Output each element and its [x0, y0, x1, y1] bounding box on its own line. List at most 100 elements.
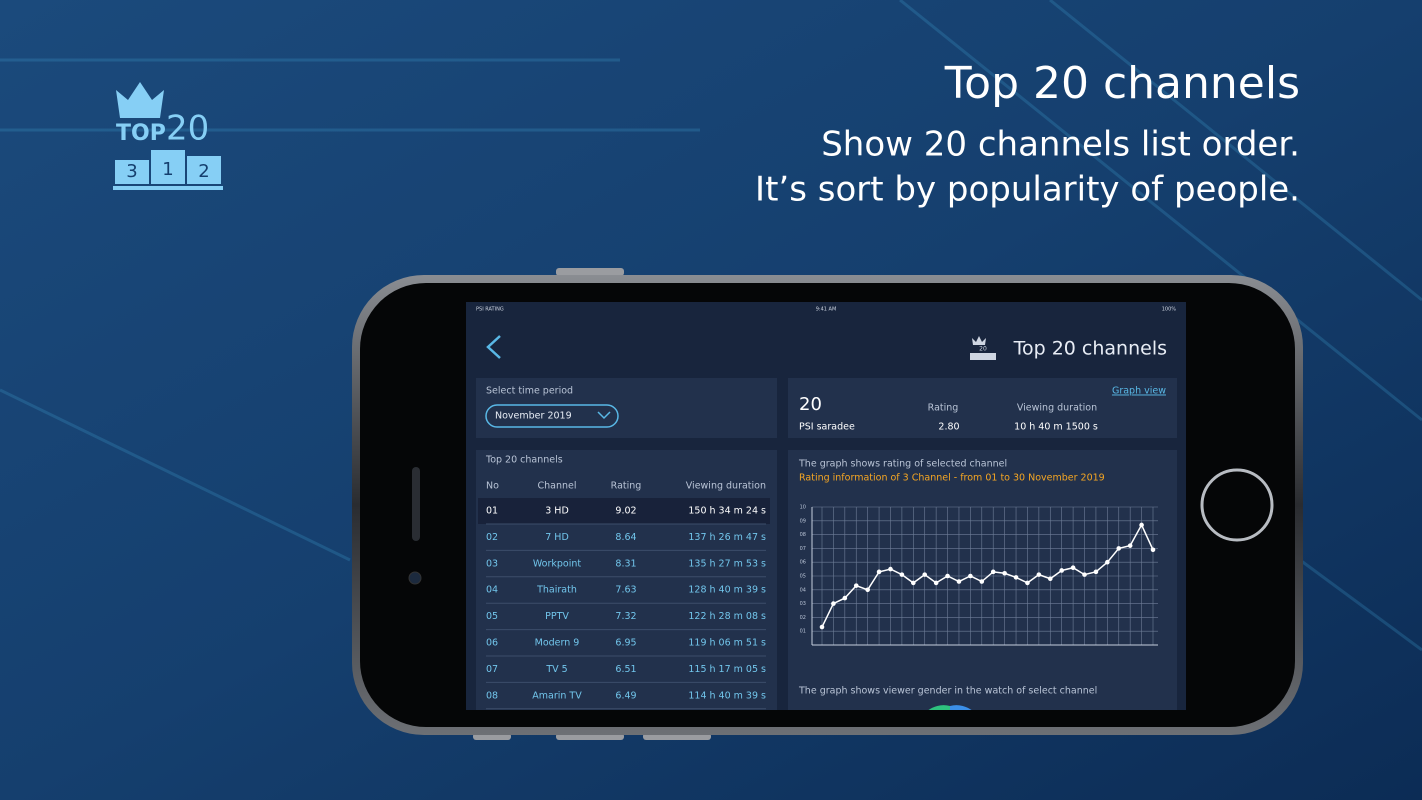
- screen: PSI RATING 9:41 AM 100% 20 Top 20 channe…: [466, 302, 1186, 710]
- rating-point: [1082, 572, 1087, 577]
- table-cell: 115 h 17 m 05 s: [688, 664, 766, 675]
- table-card: [476, 450, 777, 710]
- table-cell: 9.02: [615, 506, 636, 517]
- table-cell: 07: [486, 664, 498, 675]
- rating-point: [1105, 559, 1110, 565]
- subline: It’s sort by popularity of people.: [755, 170, 1300, 210]
- column-header: Channel: [537, 481, 576, 492]
- graph-subtitle: Rating information of 3 Channel - from 0…: [799, 473, 1105, 484]
- table-cell: PPTV: [545, 611, 569, 622]
- rating-point: [888, 566, 893, 572]
- decor-lines: [0, 0, 1422, 652]
- table-cell: 122 h 28 m 08 s: [688, 611, 766, 622]
- rating-point: [831, 601, 836, 606]
- subline: Show 20 channels list order.: [821, 125, 1300, 165]
- summary-rank: 20: [799, 394, 822, 415]
- period-value: November 2019: [495, 411, 572, 422]
- table-cell: 05: [486, 611, 498, 622]
- table-cell: 128 h 40 m 39 s: [688, 585, 766, 596]
- column-header: No: [486, 481, 499, 492]
- column-header: Viewing duration: [686, 481, 766, 492]
- app-icon: 20: [970, 336, 996, 360]
- y-tick-label: 04: [800, 587, 806, 593]
- table-cell: 01: [486, 506, 498, 517]
- podium-label: 1: [162, 159, 173, 180]
- table-cell: Modern 9: [535, 638, 580, 649]
- y-tick-label: 06: [800, 560, 806, 566]
- y-tick-label: 02: [800, 615, 806, 621]
- rating-point: [933, 580, 939, 586]
- rating-point: [865, 587, 870, 593]
- rating-point: [819, 624, 825, 630]
- graph-view-link[interactable]: Graph view: [1112, 386, 1166, 397]
- app-title: Top 20 channels: [1013, 338, 1167, 360]
- summary-rating-label: Rating: [928, 403, 959, 414]
- y-tick-label: 01: [800, 629, 806, 635]
- crown: [116, 82, 164, 118]
- crown: [972, 336, 986, 345]
- table-cell: 135 h 27 m 53 s: [688, 558, 766, 569]
- rating-point: [842, 595, 848, 601]
- podium: [187, 156, 221, 184]
- badge-number: 20: [166, 109, 209, 149]
- home-button[interactable]: [1200, 468, 1274, 542]
- status-carrier: PSI RATING: [476, 307, 504, 313]
- table-cell: 08: [486, 690, 498, 701]
- table-cell: 7 HD: [545, 532, 569, 543]
- rating-point: [1150, 547, 1156, 553]
- rating-point: [876, 569, 882, 575]
- graph-footer: The graph shows viewer gender in the wat…: [798, 686, 1097, 697]
- table-cell: 150 h 34 m 24 s: [688, 506, 766, 517]
- table-cell: Thairath: [536, 585, 577, 596]
- rating-point: [1093, 569, 1099, 575]
- period-dropdown[interactable]: [485, 404, 619, 428]
- column-header: Rating: [611, 481, 642, 492]
- row-highlight: [478, 498, 770, 524]
- gender-chart-segment: [928, 705, 950, 710]
- podium: [115, 160, 149, 184]
- rating-point: [979, 579, 985, 584]
- podium: [151, 150, 185, 184]
- table-cell: 06: [486, 638, 498, 649]
- podium-base: [113, 186, 223, 190]
- table-cell: 6.49: [615, 690, 636, 701]
- graph-caption: The graph shows rating of selected chann…: [798, 459, 1007, 470]
- y-tick-label: 08: [800, 532, 806, 538]
- table-cell: Amarin TV: [532, 690, 582, 701]
- podium: [970, 353, 996, 360]
- back-button[interactable]: [486, 335, 501, 359]
- status-battery: 100%: [1162, 307, 1177, 313]
- table-cell: 02: [486, 532, 498, 543]
- rating-point: [1070, 565, 1076, 571]
- table-cell: 7.32: [615, 611, 636, 622]
- rating-point: [1025, 580, 1030, 586]
- table-cell: 137 h 26 m 47 s: [688, 532, 766, 543]
- rating-point: [1013, 575, 1019, 580]
- rating-point: [1116, 546, 1122, 551]
- button: [556, 268, 624, 276]
- y-tick-label: 09: [800, 518, 806, 524]
- rating-point: [956, 579, 962, 584]
- table-cell: 7.63: [615, 585, 636, 596]
- summary-rating: 2.80: [938, 422, 959, 433]
- rating-point: [853, 583, 859, 588]
- podium-label: 3: [126, 161, 137, 182]
- speaker: [412, 467, 420, 541]
- table-cell: 03: [486, 558, 498, 569]
- table-cell: 04: [486, 585, 498, 596]
- period-label: Select time period: [486, 386, 573, 397]
- status-time: 9:41 AM: [816, 307, 837, 313]
- table-cell: 6.95: [615, 638, 636, 649]
- rating-line: [821, 523, 1154, 628]
- rating-point: [1036, 572, 1042, 577]
- dropdown-arrow: [597, 411, 611, 420]
- table: No Channel Rating Viewing duration 01 3 HD 9.0…: [478, 481, 770, 710]
- rating-point: [899, 572, 905, 577]
- headline: Top 20 channels: [944, 58, 1300, 109]
- summary-channel: PSI saradee: [799, 422, 855, 433]
- rating-point: [1059, 568, 1064, 573]
- camera: [408, 571, 422, 585]
- table-cell: TV 5: [545, 664, 567, 675]
- rating-point: [1127, 543, 1133, 548]
